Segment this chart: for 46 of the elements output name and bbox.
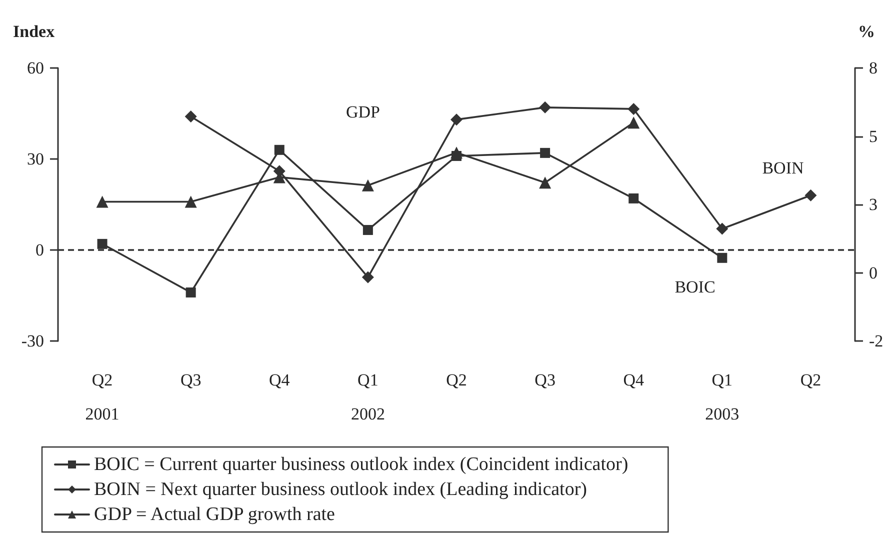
point [362, 179, 374, 192]
point [716, 222, 728, 235]
y2-tick-label: 8 [869, 58, 878, 78]
point [539, 101, 552, 114]
legend-label: GDP = Actual GDP growth rate [94, 504, 335, 525]
x-tick-label: Q4 [623, 370, 644, 390]
x-tick-label: Q2 2001 [85, 370, 120, 424]
point [539, 176, 552, 189]
point [184, 196, 197, 208]
point [186, 287, 196, 298]
point [628, 116, 640, 129]
y2-tick-label: 3 [869, 195, 878, 214]
annotation: BOIC [674, 278, 716, 296]
x-tick-label: Q4 [269, 370, 290, 390]
x-tick-label: Q2 [800, 370, 822, 390]
point [540, 148, 550, 158]
legend-label: BOIN = Next quarter business outlook index (Leading indicator) [94, 479, 587, 500]
point [274, 144, 284, 155]
y2-tick-label: 5 [869, 126, 878, 146]
x-tick-label: Q2 [446, 370, 467, 390]
y2-tick-label: -2 [869, 332, 884, 350]
y-tick-label: 30 [27, 150, 44, 168]
annotation: GDP [346, 102, 380, 122]
point [628, 102, 640, 115]
x-tick-label: Q1 2002 [350, 370, 385, 424]
point [362, 271, 374, 284]
point [97, 238, 108, 249]
y-axis-title: Index [13, 22, 56, 41]
point [452, 150, 462, 161]
x-tick-label: Q1 2003 [705, 370, 740, 424]
y-tick-label: -30 [21, 332, 44, 350]
x-tick-label: Q3 [180, 370, 202, 390]
point [450, 114, 462, 126]
point [628, 193, 639, 204]
point [96, 196, 108, 208]
point [362, 224, 373, 235]
legend-label: BOIC = Current quarter business outlook index (Coincident indicator) [94, 454, 628, 475]
y-tick-label: 0 [36, 240, 44, 260]
point [184, 110, 197, 123]
point [804, 189, 817, 202]
annotation: BOIN [762, 158, 804, 178]
y-tick-label: 60 [27, 58, 44, 78]
point [717, 252, 728, 263]
x-tick-label: Q3 [534, 370, 556, 390]
y2-tick-label: 0 [869, 263, 878, 282]
y2-axis-title: % [858, 22, 875, 41]
